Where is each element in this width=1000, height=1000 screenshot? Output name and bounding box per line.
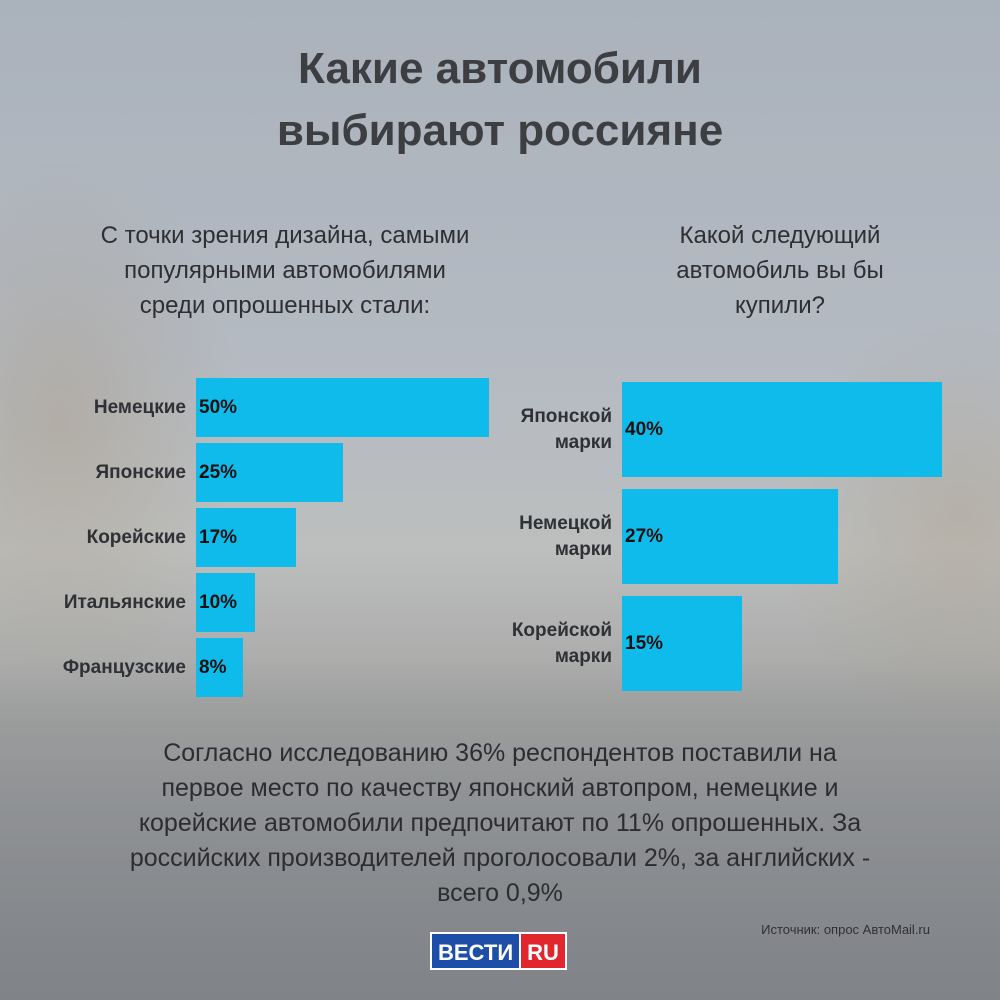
category-label-line: Корейской (511, 619, 612, 641)
summary-line: Согласно исследованию 36% респондентов п… (163, 739, 837, 767)
summary-text: Согласно исследованию 36% респондентов п… (60, 736, 940, 911)
bar (196, 443, 343, 502)
left-subtitle-line: среди опрошенных стали: (139, 292, 431, 319)
category-label-line: марки (554, 431, 612, 453)
bar-value-label: 40% (625, 419, 664, 440)
category-label: Корейские (86, 527, 186, 548)
category-label-line: марки (554, 645, 612, 667)
bar (196, 378, 489, 437)
logo-part-ru: RU (521, 932, 567, 970)
category-label: Японской марки (470, 404, 612, 456)
vesti-logo: ВЕСТИ RU (430, 932, 567, 970)
right-subtitle-line: купили? (735, 292, 825, 319)
bar-value-label: 17% (199, 527, 238, 548)
right-chart-subtitle: Какой следующий автомобиль вы бы купили? (600, 218, 960, 323)
category-label-line: Японской (520, 405, 612, 427)
bar-value-label: 15% (625, 633, 664, 654)
bar (196, 573, 255, 632)
right-subtitle-line: автомобиль вы бы (676, 257, 884, 284)
summary-line: российских производителей проголосовали … (129, 844, 871, 872)
bar-value-label: 27% (625, 526, 664, 547)
bar-value-label: 50% (199, 397, 238, 418)
logo-part-vesti: ВЕСТИ (430, 932, 522, 970)
title-line-1: Какие автомобили (298, 44, 702, 93)
bar (196, 638, 243, 697)
right-subtitle-line: Какой следующий (679, 222, 881, 249)
source-note: Источник: опрос АвтоMail.ru (761, 922, 930, 937)
summary-line: первое место по качеству японский автопр… (161, 774, 839, 802)
bar-value-label: 25% (199, 462, 238, 483)
summary-line: всего 0,9% (437, 879, 563, 907)
bar (622, 382, 942, 477)
category-label: Французские (62, 657, 186, 678)
title-line-2: выбирают россияне (276, 106, 724, 155)
category-label: Немецкие (93, 397, 186, 418)
bar (622, 596, 742, 691)
bar-value-label: 8% (199, 657, 227, 678)
left-subtitle-line: популярными автомобилями (124, 257, 446, 284)
bar (196, 508, 296, 567)
category-label-line: марки (554, 538, 612, 560)
category-label: Корейской марки (470, 618, 612, 670)
summary-line: корейские автомобили предпочитают по 11%… (138, 809, 862, 837)
bar-value-label: 10% (199, 592, 238, 613)
left-subtitle-line: С точки зрения дизайна, самыми (100, 222, 470, 249)
page-title: Какие автомобили выбирают россияне (0, 38, 1000, 162)
category-label: Немецкой марки (470, 511, 612, 563)
left-chart-subtitle: С точки зрения дизайна, самыми популярны… (40, 218, 530, 323)
category-label-line: Немецкой (519, 512, 612, 534)
category-label: Японские (95, 462, 186, 483)
bar (622, 489, 838, 584)
category-label: Итальянские (63, 592, 186, 613)
